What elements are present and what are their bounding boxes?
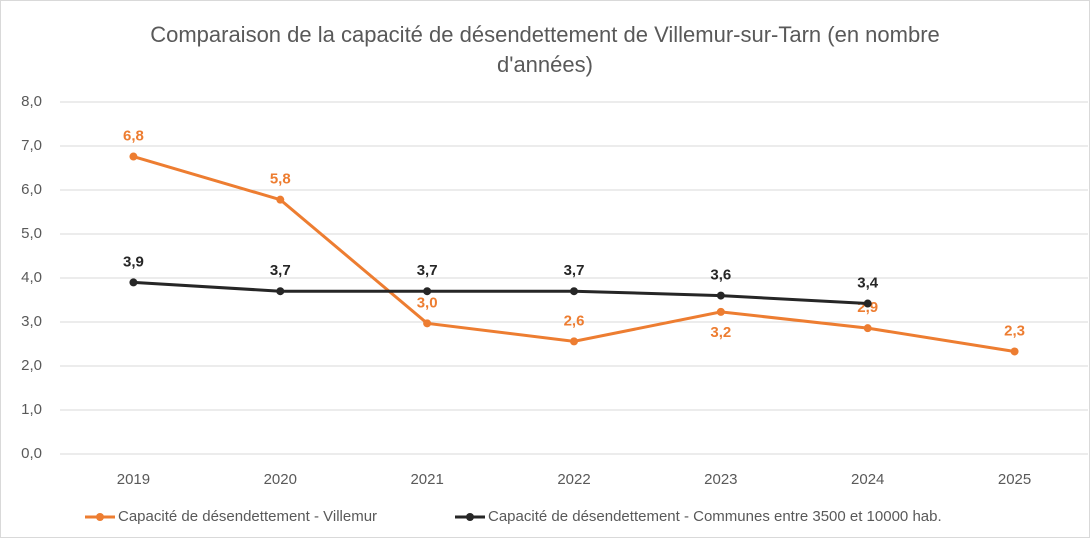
point (129, 278, 138, 287)
y-tick-label: 1,0 (21, 401, 42, 418)
point (423, 319, 432, 328)
legend-marker (466, 513, 474, 521)
point (863, 324, 872, 333)
point (129, 152, 138, 161)
x-tick-label: 2025 (998, 471, 1031, 488)
x-tick-label: 2022 (557, 471, 590, 488)
point (276, 195, 285, 204)
y-tick-label: 8,0 (21, 93, 42, 110)
point (863, 299, 872, 308)
y-tick-label: 3,0 (21, 313, 42, 330)
y-tick-label: 5,0 (21, 225, 42, 242)
y-tick-label: 0,0 (21, 445, 42, 462)
chart-title: Comparaison de la capacité de désendette… (150, 22, 940, 77)
data-label: 5,8 (270, 171, 291, 188)
point (716, 291, 725, 300)
data-label: 6,8 (123, 128, 144, 145)
data-label: 3,7 (270, 262, 291, 279)
point (276, 287, 285, 296)
point (423, 287, 432, 296)
x-tick-label: 2019 (117, 471, 150, 488)
y-tick-label: 7,0 (21, 137, 42, 154)
legend-label: Capacité de désendettement - Villemur (118, 508, 377, 525)
legend-marker (96, 513, 104, 521)
data-label: 3,7 (417, 262, 438, 279)
data-label: 3,4 (857, 274, 879, 291)
x-tick-label: 2021 (410, 471, 443, 488)
data-label: 3,6 (710, 267, 731, 284)
y-tick-label: 6,0 (21, 181, 42, 198)
data-label: 2,3 (1004, 322, 1025, 339)
y-tick-label: 2,0 (21, 357, 42, 374)
data-label: 2,6 (564, 312, 585, 329)
legend-label: Capacité de désendettement - Communes en… (488, 508, 942, 525)
data-label: 3,0 (417, 294, 438, 311)
data-label: 3,7 (564, 262, 585, 279)
point (570, 337, 578, 346)
x-tick-label: 2024 (851, 471, 884, 488)
y-tick-label: 4,0 (21, 269, 42, 286)
point (716, 307, 725, 316)
x-tick-label: 2023 (704, 471, 737, 488)
data-label: 3,2 (710, 324, 731, 341)
point (1010, 347, 1019, 356)
point (570, 287, 578, 296)
data-label: 3,9 (123, 253, 144, 270)
x-tick-label: 2020 (264, 471, 297, 488)
series-line (133, 280, 868, 306)
